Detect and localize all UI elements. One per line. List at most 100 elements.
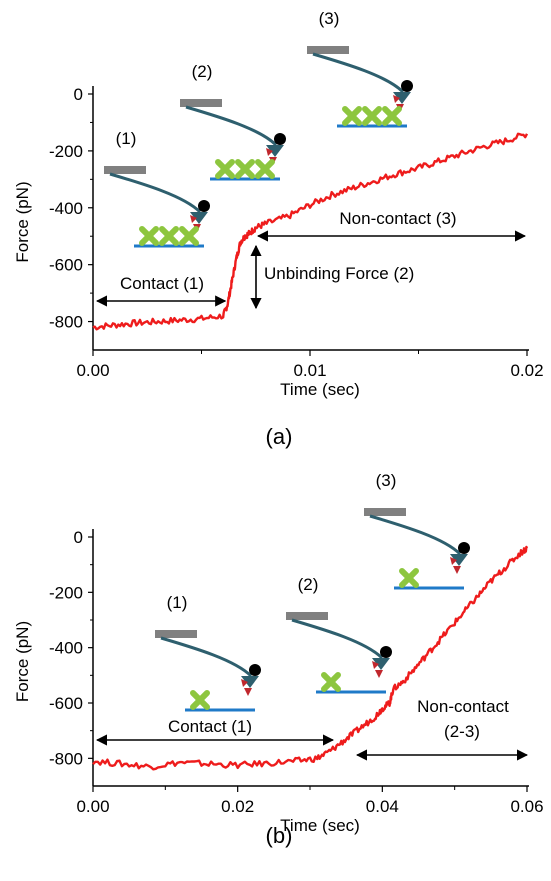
force-trace: [92, 132, 529, 331]
cantilever-arm: [312, 52, 405, 94]
tip-bead-icon: [198, 200, 210, 212]
y-tick-label: -600: [49, 694, 83, 713]
probe-tip-icon: [372, 658, 390, 670]
cantilever-base: [364, 508, 406, 516]
probe-tip-icon: [266, 145, 284, 157]
x-tick-label: 0.00: [76, 361, 109, 380]
receptor-stroke: [255, 159, 275, 179]
receptor-cross-icon: [179, 226, 199, 246]
y-tick-label: -400: [49, 199, 83, 218]
y-tick-label: 0: [74, 528, 83, 547]
receptor-stroke: [179, 226, 199, 246]
cantilever-base: [155, 630, 197, 638]
cantilever-arm: [369, 514, 462, 556]
x-tick-label: 0.02: [221, 797, 254, 816]
probe-tip-icon: [190, 212, 208, 224]
stage-label: (2): [298, 575, 319, 594]
annotation-contact: Contact (1): [168, 717, 252, 736]
y-tick-label: -200: [49, 142, 83, 161]
ligand-triangle-icon: [244, 688, 252, 696]
stage-label: (1): [167, 593, 188, 612]
annotation-unbinding-force: Unbinding Force (2): [264, 264, 414, 283]
afm-cantilever-icon-3: [364, 508, 470, 590]
receptor-cross-icon: [382, 106, 402, 126]
probe-tip-icon: [450, 554, 468, 566]
annotation-non-contact: Non-contact: [417, 697, 509, 716]
y-tick-label: -600: [49, 256, 83, 275]
tip-bead-icon: [249, 664, 261, 676]
cantilever-arm: [160, 636, 253, 678]
cantilever-base: [286, 612, 328, 620]
receptor-cross-icon: [399, 568, 419, 588]
y-tick-label: -800: [49, 313, 83, 332]
y-axis-label: Force (pN): [13, 181, 32, 262]
stage-label: (3): [319, 9, 340, 28]
receptor-cross-icon: [235, 159, 255, 179]
ligand-triangle-icon: [266, 148, 273, 156]
receptor-cross-icon: [215, 159, 235, 179]
ligand-triangle-icon: [450, 557, 457, 565]
panel-label: (b): [266, 823, 293, 848]
probe-tip-icon: [241, 676, 259, 688]
receptor-cross-icon: [321, 672, 341, 692]
receptor-cross-icon: [362, 106, 382, 126]
receptor-cross-icon: [255, 159, 275, 179]
x-axis-label: Time (sec): [280, 816, 360, 835]
y-tick-label: -400: [49, 639, 83, 658]
receptor-stroke: [362, 106, 382, 126]
x-tick-label: 0.01: [293, 361, 326, 380]
receptor-cross-icon: [159, 226, 179, 246]
ligand-triangle-icon: [372, 661, 379, 669]
receptor-stroke: [190, 690, 210, 710]
receptor-cross-icon: [190, 690, 210, 710]
stage-label: (2): [192, 62, 213, 81]
stage-label: (3): [376, 471, 397, 490]
tip-bead-icon: [401, 80, 413, 92]
receptor-stroke: [139, 226, 159, 246]
cantilever-base: [307, 46, 349, 54]
receptor-stroke: [235, 159, 255, 179]
force-trace: [92, 545, 529, 771]
x-tick-label: 0.02: [510, 361, 543, 380]
y-tick-label: 0: [74, 85, 83, 104]
receptor-stroke: [399, 568, 419, 588]
y-tick-label: -200: [49, 583, 83, 602]
x-axis-label: Time (sec): [280, 380, 360, 399]
receptor-stroke: [342, 106, 362, 126]
annotation-non-contact: Non-contact (3): [339, 209, 456, 228]
x-tick-label: 0.00: [76, 797, 109, 816]
receptor-stroke: [321, 672, 341, 692]
cantilever-base: [180, 99, 222, 107]
cantilever-arm: [291, 618, 384, 660]
afm-cantilever-icon-2: [286, 612, 392, 694]
panel-label: (a): [266, 424, 293, 449]
receptor-stroke: [382, 106, 402, 126]
probe-tip-icon: [393, 92, 411, 104]
ligand-triangle-icon: [375, 670, 383, 678]
receptor-stroke: [215, 159, 235, 179]
ligand-triangle-icon: [190, 215, 197, 223]
afm-cantilever-icon-3: [307, 46, 413, 128]
x-tick-label: 0.04: [366, 797, 399, 816]
annotation-non-contact-range: (2-3): [444, 722, 480, 741]
receptor-cross-icon: [342, 106, 362, 126]
tip-bead-icon: [380, 646, 392, 658]
tip-bead-icon: [274, 133, 286, 145]
annotation-contact: Contact (1): [120, 274, 204, 293]
cantilever-arm: [185, 105, 278, 147]
afm-cantilever-icon-2: [180, 99, 286, 181]
ligand-triangle-icon: [393, 95, 400, 103]
cantilever-base: [104, 166, 146, 174]
afm-cantilever-icon-1: [104, 166, 210, 248]
stage-label: (1): [116, 129, 137, 148]
cantilever-arm: [109, 172, 202, 214]
ligand-triangle-icon: [241, 679, 248, 687]
y-axis-label: Force (pN): [13, 621, 32, 702]
ligand-triangle-icon: [453, 566, 461, 574]
panel-a: 0 -200 -400 -600 -800 0.00 0.01 0.02 Time (sec) F…: [13, 9, 544, 449]
afm-cantilever-icon-1: [155, 630, 261, 712]
x-tick-label: 0.06: [510, 797, 543, 816]
tip-bead-icon: [458, 542, 470, 554]
panel-b: 0 -200 -400 -600 -800 0.00 0.02 0.04 0.06 Time (s…: [13, 471, 544, 848]
